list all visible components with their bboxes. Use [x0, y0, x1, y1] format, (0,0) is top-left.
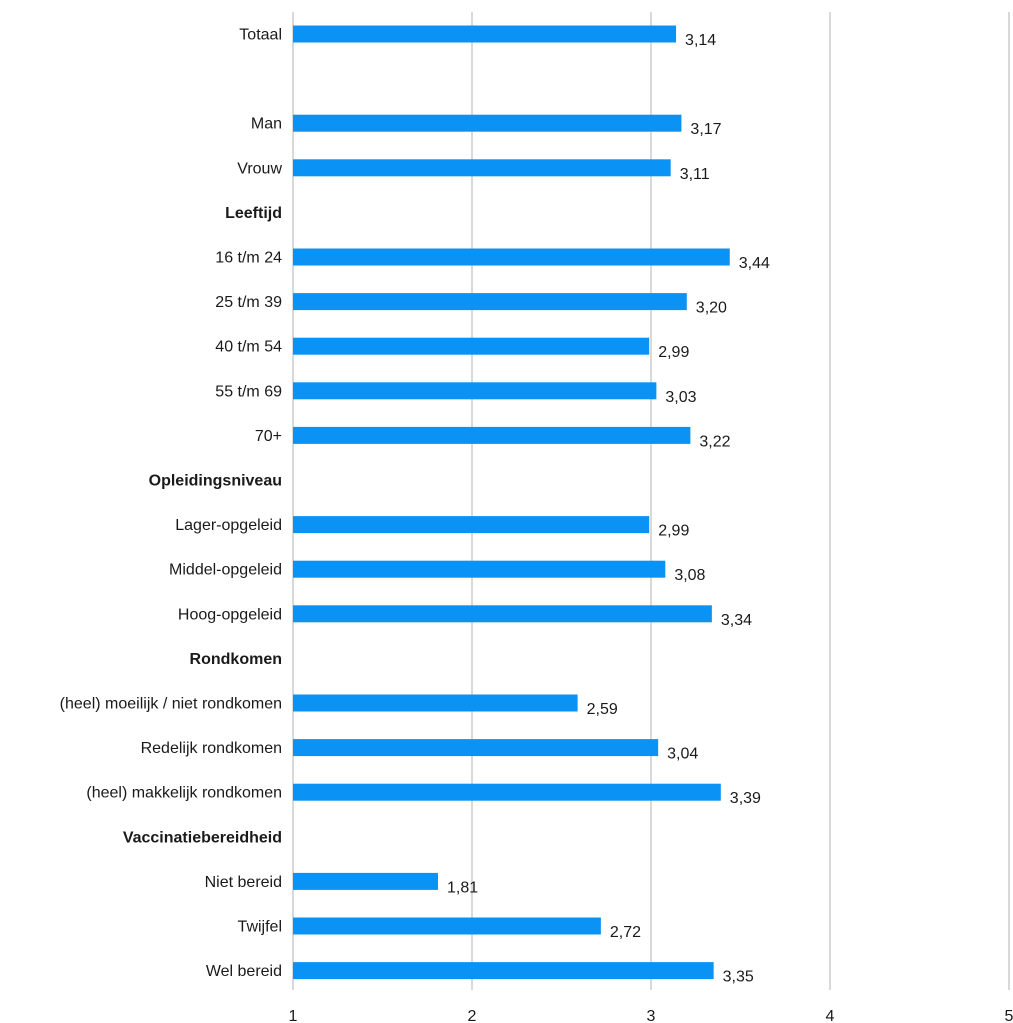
data-label: 2,72	[610, 924, 641, 941]
group-header: Vaccinatiebereidheid	[123, 829, 282, 846]
x-tick-label: 3	[647, 1008, 656, 1023]
data-label: 1,81	[447, 879, 478, 896]
category-label: Totaal	[239, 27, 282, 44]
bar	[293, 605, 712, 623]
category-label: Wel bereid	[206, 963, 282, 980]
bar	[293, 560, 666, 578]
bar	[293, 962, 714, 980]
category-label: Redelijk rondkomen	[141, 740, 282, 757]
bar	[293, 293, 687, 311]
category-label: Middel-opgeleid	[169, 562, 282, 579]
bar	[293, 783, 721, 801]
x-tick-label: 4	[826, 1008, 835, 1023]
group-header: Opleidingsniveau	[149, 473, 282, 490]
x-tick-label: 5	[1005, 1008, 1013, 1023]
gridlines	[292, 12, 1010, 990]
bar	[293, 694, 578, 712]
x-tick-label: 1	[289, 1008, 298, 1023]
data-label: 3,39	[730, 790, 761, 807]
bar	[293, 382, 657, 400]
data-label: 3,08	[674, 567, 705, 584]
category-label: Man	[251, 116, 282, 133]
category-label: Twijfel	[238, 919, 282, 936]
data-label: 3,20	[696, 300, 727, 317]
category-label: 55 t/m 69	[215, 383, 282, 400]
value-labels: 3,14 3,17 3,11 3,44 3,20 2,99 3,03 3,22 2,99 3,08…	[447, 32, 770, 986]
category-label: Hoog-opgeleid	[178, 606, 282, 623]
data-label: 3,34	[721, 612, 752, 629]
category-labels: Totaal Man Vrouw Leeftijd 16 t/m 24 25 t/m 39…	[60, 27, 283, 981]
bar	[293, 516, 650, 534]
data-label: 3,14	[685, 32, 716, 49]
data-label: 3,44	[739, 255, 770, 272]
bar	[293, 337, 650, 355]
category-label: Lager-opgeleid	[175, 517, 282, 534]
bar	[293, 114, 682, 132]
data-label: 3,04	[667, 746, 698, 763]
data-label: 2,99	[658, 344, 689, 361]
bar	[293, 248, 730, 266]
category-label: (heel) moeilijk / niet rondkomen	[60, 696, 282, 713]
category-label: (heel) makkelijk rondkomen	[86, 785, 282, 802]
x-axis-ticks: 1 2 3 4 5	[289, 1008, 1013, 1023]
data-label: 3,11	[680, 166, 710, 183]
category-label: 40 t/m 54	[215, 339, 282, 356]
bar	[293, 25, 677, 43]
category-label: 16 t/m 24	[215, 250, 282, 267]
data-label: 3,22	[699, 433, 730, 450]
data-label: 2,99	[658, 523, 689, 540]
bar	[293, 426, 691, 444]
bar	[293, 917, 601, 935]
data-label: 3,17	[690, 121, 721, 138]
bar	[293, 872, 438, 890]
bars	[293, 25, 730, 980]
bar	[293, 159, 671, 177]
category-label: 25 t/m 39	[215, 294, 282, 311]
category-label: Niet bereid	[205, 874, 282, 891]
group-header: Leeftijd	[225, 205, 282, 222]
data-label: 3,35	[723, 969, 754, 986]
category-label: 70+	[255, 428, 282, 445]
x-tick-label: 2	[468, 1008, 477, 1023]
group-header: Rondkomen	[190, 651, 282, 668]
data-label: 3,03	[665, 389, 696, 406]
category-label: Vrouw	[237, 160, 282, 177]
data-label: 2,59	[587, 701, 618, 718]
bar	[293, 739, 659, 757]
